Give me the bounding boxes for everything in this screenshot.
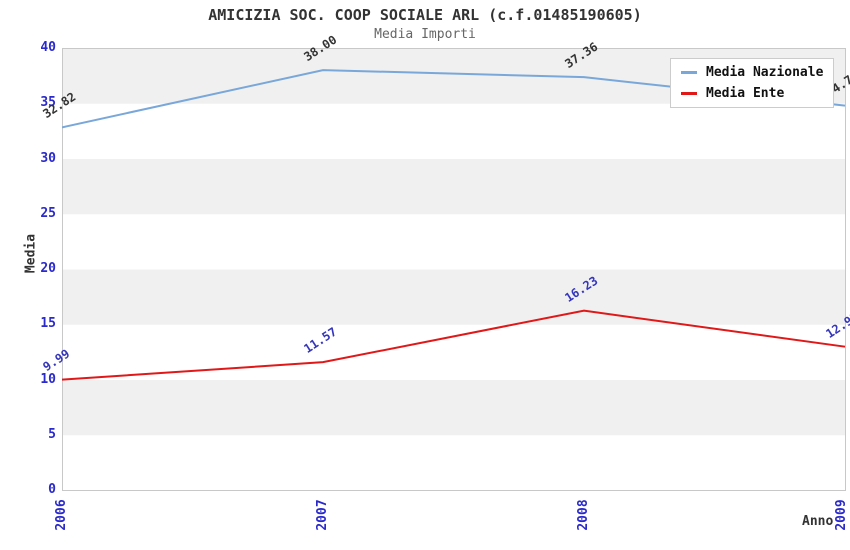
- plot-border: [62, 48, 846, 491]
- grid-band: [62, 159, 846, 215]
- y-tick-label: 25: [40, 205, 56, 221]
- legend-label: Media Nazionale: [706, 65, 824, 80]
- y-tick-label: 40: [40, 40, 56, 55]
- x-tick-label: 2009: [834, 499, 849, 531]
- y-tick-label: 10: [40, 371, 56, 387]
- x-axis-title: Anno: [802, 514, 834, 529]
- x-tick-label: 2007: [315, 499, 330, 531]
- x-tick-label: 2006: [54, 499, 69, 531]
- grid-band: [62, 214, 846, 270]
- legend-line-swatch: [681, 92, 697, 95]
- y-axis-title: Media: [23, 233, 39, 274]
- y-tick-label: 30: [40, 150, 56, 166]
- grid-band: [62, 435, 846, 491]
- plot-area: [62, 48, 846, 491]
- grid-band: [62, 269, 846, 325]
- y-tick-label: 0: [48, 482, 56, 497]
- chart-title: AMICIZIA SOC. COOP SOCIALE ARL (c.f.0148…: [208, 6, 642, 24]
- y-tick-label: 20: [40, 261, 56, 276]
- legend-item-media-ente: Media Ente: [681, 86, 823, 101]
- series-line-media-ente: [62, 309, 846, 381]
- x-tick-label: 2008: [576, 499, 591, 531]
- y-tick-label: 15: [40, 316, 56, 332]
- legend: Media Nazionale Media Ente: [670, 58, 835, 108]
- legend-label: Media Ente: [706, 86, 785, 101]
- legend-line-swatch: [681, 71, 697, 74]
- y-tick-label: 35: [40, 95, 56, 111]
- y-tick-label: 5: [48, 426, 56, 442]
- grid-band: [62, 380, 846, 436]
- grid-band: [62, 103, 846, 159]
- chart-subtitle: Media Importi: [374, 27, 476, 42]
- legend-item-media-nazionale: Media Nazionale: [681, 65, 823, 80]
